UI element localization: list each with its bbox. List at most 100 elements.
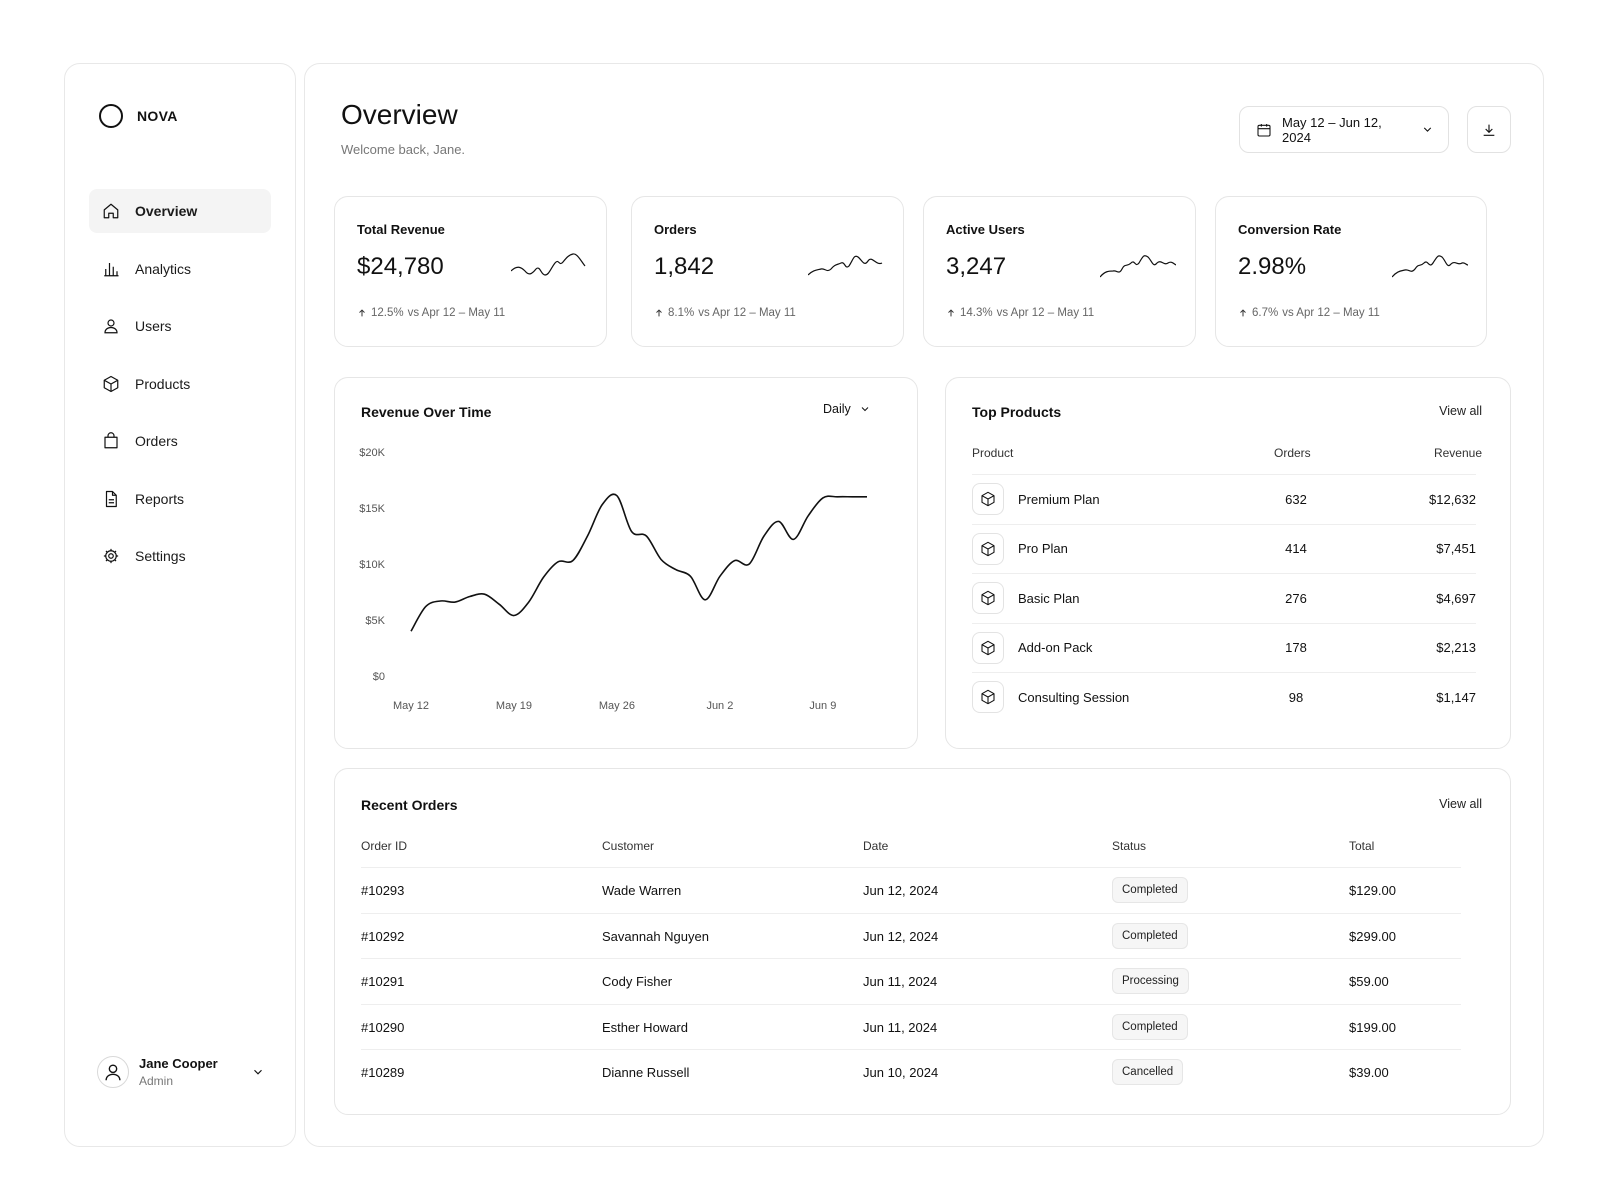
table-row[interactable]: #10293 Wade Warren Jun 12, 2024 Completed $1… — [361, 867, 1461, 913]
kpi-label: Orders — [654, 222, 697, 237]
sidebar: NOVA Overview Analytics Users Products — [64, 63, 296, 1147]
table-row[interactable]: Basic Plan 276 $4,697 — [972, 573, 1476, 622]
sidebar-item-label: Settings — [135, 548, 186, 564]
kpi-card-total-revenue: Total Revenue $24,780 12.5% vs Apr 12 – … — [334, 196, 607, 347]
brand[interactable]: NOVA — [99, 104, 178, 128]
sidebar-item-analytics[interactable]: Analytics — [89, 247, 271, 291]
user-menu[interactable]: Jane Cooper Admin — [97, 1056, 265, 1088]
x-tick-label: May 26 — [599, 700, 635, 712]
order-id: #10291 — [361, 974, 405, 989]
download-button[interactable] — [1467, 106, 1511, 153]
shopping-bag-icon — [101, 431, 121, 451]
y-tick-label: $5K — [365, 615, 385, 627]
table-row[interactable]: #10292 Savannah Nguyen Jun 12, 2024 Complet… — [361, 912, 1461, 959]
order-id: #10290 — [361, 1019, 405, 1035]
kpi-delta-value: 14.3% — [960, 307, 993, 319]
y-tick-label: $15K — [359, 503, 385, 515]
sidebar-item-orders[interactable]: Orders — [89, 419, 271, 463]
kpi-card-conversion-rate: Conversion Rate 2.98% 6.7% vs Apr 12 – M… — [1215, 196, 1487, 347]
product-orders: 98 — [1288, 689, 1304, 705]
chevron-down-icon[interactable] — [251, 1065, 265, 1079]
product-orders: 178 — [1285, 640, 1307, 655]
order-id: #10292 — [361, 928, 405, 944]
box-icon — [972, 483, 1004, 515]
kpi-value: $24,780 — [357, 253, 444, 280]
avatar — [97, 1056, 129, 1088]
user-role: Admin — [139, 1074, 174, 1088]
recent-orders-view-all-link[interactable]: View all — [1439, 797, 1482, 811]
y-tick-label: $10K — [359, 559, 385, 571]
sidebar-nav: Overview Analytics Users Products Orders — [89, 189, 271, 592]
order-total: $59.00 — [1349, 974, 1389, 989]
order-customer: Wade Warren — [602, 883, 682, 898]
table-row[interactable]: Premium Plan 632 $12,632 — [972, 474, 1476, 523]
date-range-label: May 12 – Jun 12, 2024 — [1282, 114, 1382, 145]
kpi-card-active-users: Active Users 3,247 14.3% vs Apr 12 – May… — [923, 196, 1196, 347]
table-row[interactable]: Consulting Session 98 $1,147 — [972, 672, 1476, 721]
date-range-picker[interactable]: May 12 – Jun 12, 2024 — [1239, 106, 1449, 153]
product-orders: 632 — [1285, 491, 1307, 507]
page-title: Overview — [341, 99, 458, 130]
order-total: $39.00 — [1349, 1065, 1389, 1080]
granularity-dropdown[interactable]: Daily — [823, 402, 871, 416]
column-header-status: Status — [1112, 839, 1147, 853]
column-header-product: Product — [972, 446, 1014, 460]
kpi-delta: 12.5% vs Apr 12 – May 11 — [357, 307, 505, 319]
granularity-label: Daily — [823, 402, 851, 416]
document-icon — [101, 489, 121, 509]
x-tick-label: Jun 9 — [809, 700, 836, 712]
top-products-title: Top Products — [972, 404, 1062, 420]
x-tick-label: May 19 — [496, 700, 532, 712]
sidebar-item-users[interactable]: Users — [89, 304, 271, 348]
product-revenue: $4,697 — [1436, 590, 1476, 606]
box-icon — [972, 631, 1004, 664]
y-tick-label: $20K — [359, 447, 385, 459]
chevron-down-icon — [1421, 123, 1434, 136]
x-tick-label: Jun 2 — [706, 700, 733, 712]
column-header-customer: Customer — [602, 839, 655, 853]
order-id: #10293 — [361, 883, 405, 898]
order-date: Jun 10, 2024 — [863, 1065, 939, 1080]
calendar-icon — [1256, 122, 1272, 138]
box-icon — [101, 374, 121, 394]
sidebar-item-products[interactable]: Products — [89, 362, 271, 406]
user-name: Jane Cooper — [139, 1056, 218, 1071]
product-revenue: $7,451 — [1436, 541, 1476, 556]
sidebar-item-overview[interactable]: Overview — [89, 189, 271, 233]
arrow-up-icon — [654, 308, 664, 318]
table-row[interactable]: Pro Plan 414 $7,451 — [972, 523, 1476, 573]
arrow-up-icon — [1238, 308, 1248, 318]
table-row[interactable]: Add-on Pack 178 $2,213 — [972, 622, 1476, 672]
table-row[interactable]: #10290 Esther Howard Jun 11, 2024 Completed… — [361, 1003, 1461, 1050]
bar-chart-icon — [101, 259, 121, 279]
product-orders: 414 — [1285, 541, 1307, 556]
sidebar-item-label: Products — [135, 375, 191, 392]
box-icon — [972, 532, 1004, 565]
order-date: Jun 12, 2024 — [863, 928, 939, 944]
order-customer: Esther Howard — [602, 1019, 688, 1035]
x-tick-label: May 12 — [393, 700, 429, 712]
order-total: $129.00 — [1349, 883, 1396, 898]
product-orders: 276 — [1285, 590, 1307, 606]
column-header-revenue: Revenue — [1433, 446, 1482, 460]
order-date: Jun 12, 2024 — [863, 883, 939, 898]
user-avatar-icon — [105, 1064, 121, 1081]
column-header-orders: Orders — [1274, 446, 1311, 460]
table-row[interactable]: #10291 Cody Fisher Jun 11, 2024 Processing $… — [361, 958, 1461, 1004]
chevron-down-icon — [859, 403, 871, 415]
top-products-view-all-link[interactable]: View all — [1439, 404, 1482, 418]
order-date: Jun 11, 2024 — [863, 1019, 938, 1035]
brand-name: NOVA — [137, 108, 178, 124]
column-header-date: Date — [863, 839, 889, 853]
kpi-delta: 8.1% vs Apr 12 – May 11 — [654, 307, 796, 319]
order-total: $199.00 — [1349, 1019, 1396, 1035]
sidebar-item-reports[interactable]: Reports — [89, 477, 271, 521]
kpi-delta: 6.7% vs Apr 12 – May 11 — [1238, 307, 1380, 319]
revenue-line-chart: $0 $5K $10K $15K $20K May 12 May 19 May 26 Jun 2… — [359, 447, 867, 712]
kpi-value: 1,842 — [654, 253, 715, 280]
table-row[interactable]: #10289 Dianne Russell Jun 10, 2024 Cancelle… — [361, 1049, 1461, 1095]
sparkline-chart — [1100, 255, 1176, 278]
sidebar-item-settings[interactable]: Settings — [89, 534, 271, 578]
page-subtitle: Welcome back, Jane. — [341, 142, 466, 157]
kpi-delta-comparison: vs Apr 12 – May 11 — [996, 307, 1095, 319]
